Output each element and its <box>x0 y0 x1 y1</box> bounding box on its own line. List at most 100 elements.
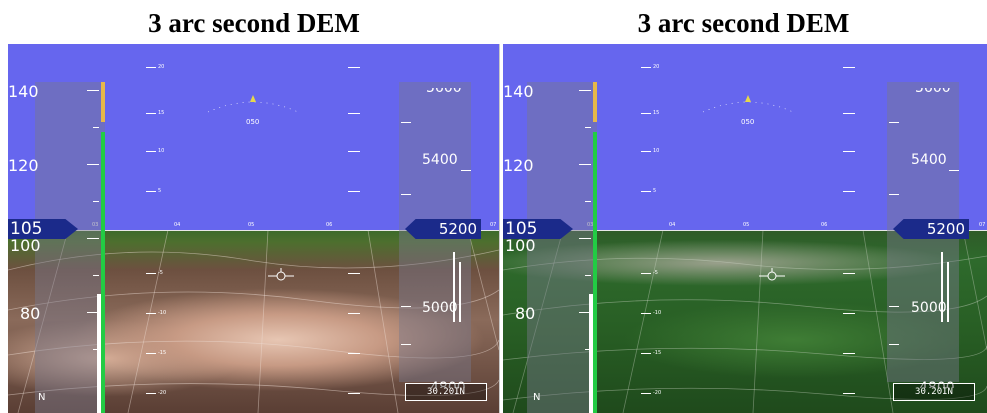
pitch-label: 15 <box>158 110 165 116</box>
pitch-label: -15 <box>653 350 662 356</box>
altitude-readout: 5200 <box>405 219 481 239</box>
speed-green-band <box>593 132 597 413</box>
pitch-label: -10 <box>158 310 167 316</box>
speed-label-140: 140 <box>8 82 39 101</box>
speed-tick <box>93 127 99 128</box>
pitch-tick <box>641 151 651 152</box>
pitch-tick <box>641 393 651 394</box>
pitch-tick <box>641 273 651 274</box>
pitch-label: -5 <box>653 270 658 276</box>
pitch-tick <box>146 151 156 152</box>
speed-tick <box>585 127 591 128</box>
baro-setting: 30.20IN <box>893 383 975 401</box>
altitude-tick <box>401 344 411 345</box>
pitch-label: 10 <box>158 148 165 154</box>
pitch-tick <box>843 191 855 192</box>
pitch-label: 20 <box>158 64 165 70</box>
pitch-tick <box>146 393 156 394</box>
caption-right: 3 arc second DEM <box>637 8 850 38</box>
speed-label-80: 80 <box>515 304 536 323</box>
pitch-tick <box>146 353 156 354</box>
speed-label-80: 80 <box>20 304 41 323</box>
horizon-line <box>8 230 499 231</box>
pitch-label: 10 <box>653 148 660 154</box>
sky <box>503 44 987 230</box>
heading-scale-label: 05 <box>743 222 750 228</box>
flight-path-marker <box>268 268 294 281</box>
speed-tick <box>585 349 591 350</box>
north-marker: N <box>533 392 541 403</box>
heading-scale-label: 03 <box>587 222 594 228</box>
altitude-tick <box>889 194 899 195</box>
altitude-tick <box>401 194 411 195</box>
pitch-label: -10 <box>653 310 662 316</box>
pitch-tick <box>641 67 651 68</box>
speed-label-100: 100 <box>505 236 536 255</box>
speed-label-140: 140 <box>503 82 534 101</box>
airspeed-readout: 105 <box>8 219 78 239</box>
speed-tick <box>93 201 99 202</box>
speed-tick <box>579 312 591 313</box>
pitch-label: 20 <box>653 64 660 70</box>
pitch-tick <box>843 273 855 274</box>
airspeed-tape <box>527 82 597 413</box>
pitch-label: -20 <box>653 390 662 396</box>
pitch-tick <box>843 353 855 354</box>
pitch-label: 5 <box>653 188 657 194</box>
heading-scale-label: 04 <box>669 222 676 228</box>
altitude-tick <box>889 306 899 307</box>
pitch-tick <box>348 313 360 314</box>
pitch-tick <box>348 273 360 274</box>
pitch-tick <box>146 273 156 274</box>
heading-scale-label: 05 <box>248 222 255 228</box>
altitude-readout: 5200 <box>893 219 969 239</box>
altitude-label-5600: 5600 <box>426 80 462 96</box>
heading-scale-label: 03 <box>92 222 99 228</box>
sky <box>8 44 499 230</box>
pitch-tick <box>843 151 855 152</box>
altitude-label-4800: 4800 <box>919 380 955 388</box>
pitch-tick <box>641 191 651 192</box>
terrain-grid <box>8 230 499 413</box>
terrain <box>8 230 499 413</box>
heading-scale-label: 06 <box>326 222 333 228</box>
altitude-label-5600: 5600 <box>915 80 951 96</box>
caption-left: 3 arc second DEM <box>148 8 360 38</box>
altitude-label-5000: 5000 <box>422 300 458 316</box>
heading-scale-label: 07 <box>490 222 497 228</box>
airspeed-readout: 105 <box>503 219 573 239</box>
altitude-label-5400: 5400 <box>422 152 458 168</box>
speed-tick <box>579 164 591 165</box>
horizon-line <box>503 230 987 231</box>
altitude-tick <box>401 306 411 307</box>
pitch-tick <box>641 113 651 114</box>
speed-label-120: 120 <box>8 156 39 175</box>
speed-tick <box>585 201 591 202</box>
vertical-speed-bar <box>459 262 461 322</box>
hud-view-rocky-terrain: 20 15 10 5 -5 -10 -15 -20 03 04 05 06 07… <box>8 44 500 413</box>
pitch-label: 5 <box>158 188 162 194</box>
heading-readout: 050 <box>741 118 755 126</box>
pitch-tick <box>146 113 156 114</box>
speed-tick <box>579 238 591 239</box>
heading-arc <box>702 95 794 113</box>
pitch-tick <box>843 313 855 314</box>
altitude-label-5000: 5000 <box>911 300 947 316</box>
airspeed-tape <box>35 82 105 413</box>
speed-label-120: 120 <box>503 156 534 175</box>
speed-tick <box>93 275 99 276</box>
speed-tick <box>87 238 99 239</box>
baro-setting: 30.20IN <box>405 383 487 401</box>
speed-white-band <box>97 294 101 413</box>
pitch-tick <box>348 191 360 192</box>
heading-scale-label: 07 <box>979 222 986 228</box>
speed-green-band <box>101 132 105 413</box>
speed-amber-band <box>593 82 597 122</box>
pitch-tick <box>348 113 360 114</box>
altitude-tick <box>889 344 899 345</box>
altitude-tick <box>949 170 959 171</box>
pitch-tick <box>348 67 360 68</box>
speed-tick <box>87 90 99 91</box>
pitch-label: -5 <box>158 270 163 276</box>
speed-tick <box>87 164 99 165</box>
